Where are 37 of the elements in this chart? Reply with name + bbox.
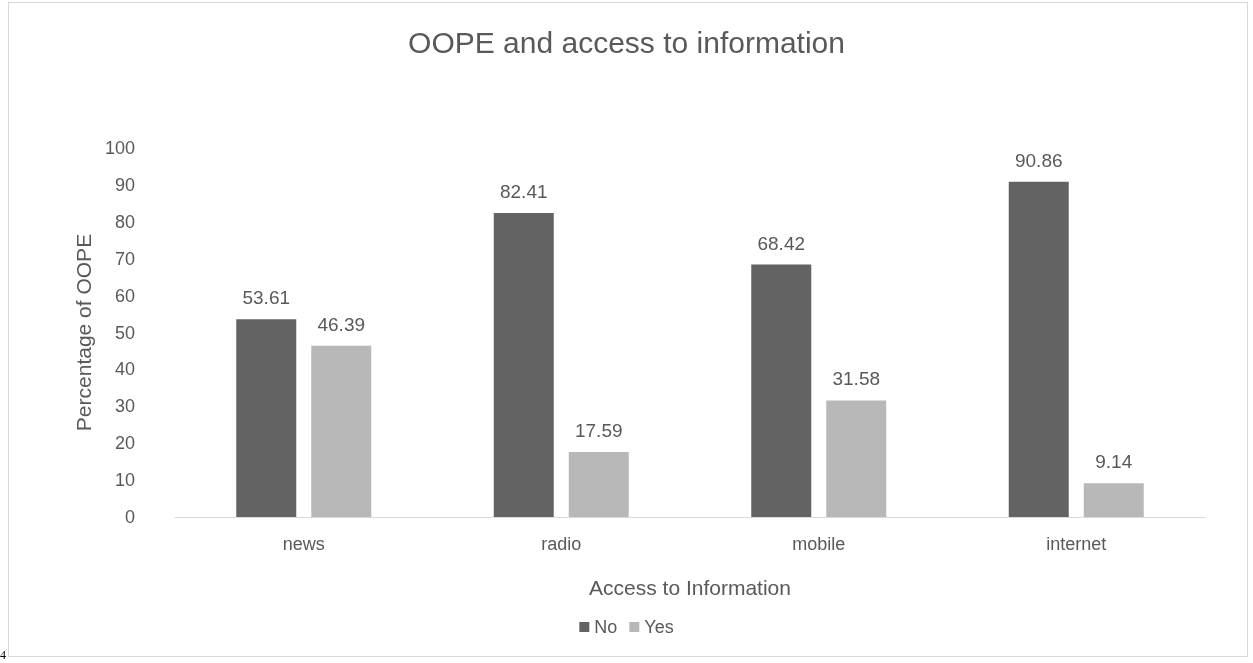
bar — [826, 400, 887, 517]
bar — [568, 452, 629, 517]
legend-label: Yes — [644, 617, 674, 637]
y-tick-label: 0 — [124, 507, 135, 527]
y-tick-label: 50 — [114, 322, 135, 343]
bar — [751, 264, 812, 517]
y-tick-label: 30 — [114, 396, 135, 417]
y-tick-label: 70 — [114, 248, 135, 269]
x-tick-label: radio — [541, 534, 582, 554]
data-label: 9.14 — [1095, 451, 1133, 473]
y-axis-title: Percentage of OOPE — [72, 233, 96, 432]
legend-label: No — [594, 617, 618, 637]
x-tick-label: internet — [1046, 534, 1107, 554]
bar — [236, 319, 297, 517]
text: 4 — [0, 648, 6, 663]
x-tick-label: mobile — [792, 534, 846, 554]
bar — [1083, 483, 1144, 517]
bar — [493, 212, 554, 517]
data-label: 31.58 — [832, 368, 881, 390]
data-label: 17.59 — [574, 420, 623, 442]
data-label: 90.86 — [1014, 149, 1063, 171]
y-tick-label: 60 — [114, 285, 135, 306]
data-label: 46.39 — [317, 313, 366, 335]
chart-title: OOPE and access to information — [408, 25, 845, 59]
y-tick-label: 100 — [104, 138, 135, 158]
y-tick-label: 80 — [114, 211, 135, 232]
y-tick-label: 10 — [114, 470, 135, 491]
y-tick-label: 20 — [114, 433, 135, 454]
data-label: 68.42 — [757, 232, 806, 254]
data-label: 53.61 — [242, 287, 291, 309]
x-axis-title: Access to Information — [589, 576, 791, 599]
bar — [311, 345, 372, 517]
y-tick-label: 90 — [114, 174, 135, 195]
bar — [1008, 181, 1069, 517]
x-tick-label: news — [282, 534, 325, 554]
y-tick-label: 40 — [114, 359, 135, 380]
data-label: 82.41 — [499, 180, 548, 202]
